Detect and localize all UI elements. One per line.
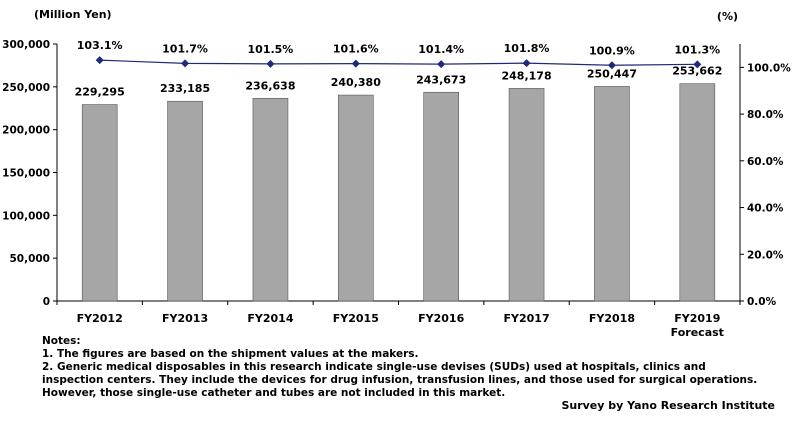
bar bbox=[167, 100, 203, 302]
bar-value-label: 248,178 bbox=[502, 69, 552, 82]
left-axis-label: (Million Yen) bbox=[34, 8, 112, 21]
growth-rate-marker bbox=[181, 59, 190, 68]
notes-heading: Notes: bbox=[42, 335, 81, 347]
x-tick-sublabel: Forecast bbox=[671, 326, 724, 339]
left-tick-label: 150,000 bbox=[2, 168, 50, 180]
growth-rate-marker bbox=[693, 60, 702, 69]
bar-value-label: 250,447 bbox=[587, 67, 637, 80]
x-tick-label: FY2012 bbox=[77, 312, 123, 325]
growth-rate-marker bbox=[351, 59, 360, 68]
growth-rate-label: 100.9% bbox=[589, 44, 635, 57]
growth-rate-line bbox=[99, 59, 698, 66]
right-tick-label: 100.0% bbox=[747, 62, 791, 74]
note-line: inspection centers. They include the dev… bbox=[42, 374, 758, 386]
bar-value-label: 233,185 bbox=[160, 82, 210, 95]
growth-rate-marker bbox=[95, 56, 104, 65]
growth-rate-marker bbox=[266, 59, 275, 68]
bar bbox=[423, 91, 459, 302]
right-tick-label: 80.0% bbox=[747, 109, 784, 121]
bar bbox=[81, 104, 118, 302]
bar-value-label: 236,638 bbox=[245, 79, 295, 92]
left-tick-label: 200,000 bbox=[2, 125, 50, 137]
growth-rate-label: 101.8% bbox=[504, 42, 550, 55]
bar-value-label: 243,673 bbox=[416, 73, 466, 86]
x-tick-label: FY2017 bbox=[504, 312, 550, 325]
bar bbox=[594, 86, 630, 302]
bar-value-label: 229,295 bbox=[75, 86, 125, 99]
right-tick-label: 0.0% bbox=[747, 296, 777, 308]
x-tick-label: FY2018 bbox=[589, 312, 635, 325]
x-tick-label: FY2019 bbox=[674, 312, 720, 325]
growth-rate-label: 101.4% bbox=[418, 43, 464, 56]
left-tick-label: 300,000 bbox=[2, 39, 50, 51]
left-tick-label: 50,000 bbox=[9, 253, 50, 265]
left-tick-label: 0 bbox=[43, 296, 50, 308]
growth-rate-marker bbox=[607, 61, 616, 70]
x-tick-label: FY2014 bbox=[247, 312, 293, 325]
growth-rate-label: 101.5% bbox=[248, 43, 294, 56]
x-tick-label: FY2016 bbox=[418, 312, 464, 325]
right-axis-label: (%) bbox=[717, 10, 738, 23]
growth-rate-label: 101.6% bbox=[333, 43, 379, 56]
note-line: 2. Generic medical disposables in this r… bbox=[42, 361, 706, 373]
right-tick-label: 60.0% bbox=[747, 156, 784, 168]
bar bbox=[508, 88, 545, 302]
right-tick-label: 40.0% bbox=[747, 203, 784, 215]
bar-value-label: 253,662 bbox=[672, 65, 722, 78]
note-line: However, those single-use catheter and t… bbox=[42, 387, 506, 399]
bar bbox=[338, 94, 374, 302]
left-tick-label: 250,000 bbox=[2, 82, 50, 94]
bar-value-label: 240,380 bbox=[331, 76, 381, 89]
x-tick-label: FY2013 bbox=[162, 312, 208, 325]
right-tick-label: 20.0% bbox=[747, 249, 784, 261]
note-line: 1. The figures are based on the shipment… bbox=[42, 348, 419, 360]
bar bbox=[679, 83, 716, 302]
growth-rate-marker bbox=[522, 59, 531, 68]
growth-rate-label: 103.1% bbox=[77, 39, 123, 52]
x-tick-label: FY2015 bbox=[333, 312, 379, 325]
notes: Notes: 1. The figures are based on the s… bbox=[42, 335, 758, 400]
bar bbox=[252, 97, 289, 302]
source-credit: Survey by Yano Research Institute bbox=[561, 399, 775, 412]
growth-rate-label: 101.7% bbox=[162, 42, 208, 55]
left-tick-label: 100,000 bbox=[2, 210, 50, 222]
growth-rate-marker bbox=[437, 60, 446, 69]
growth-rate-label: 101.3% bbox=[674, 43, 720, 56]
